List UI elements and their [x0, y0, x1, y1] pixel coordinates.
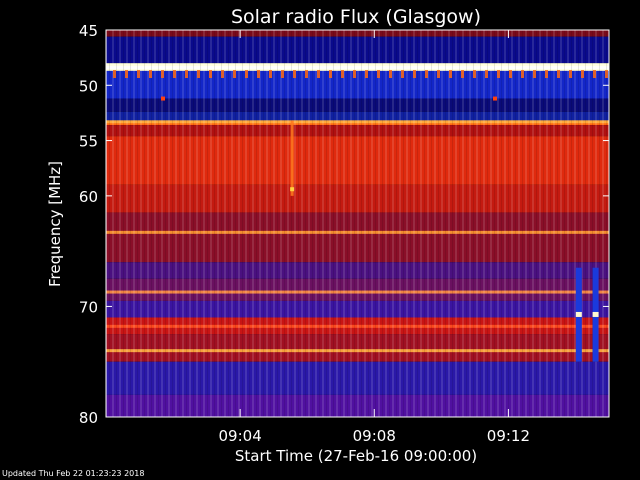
y-tick-label-5: 80 [79, 409, 98, 427]
chart-title: Solar radio Flux (Glasgow) [231, 6, 481, 28]
x-axis: 09:04 09:08 09:12 [219, 30, 530, 445]
texture-overlay [106, 30, 609, 417]
y-tick-label-2: 55 [79, 133, 98, 151]
y-axis: 45 50 55 60 70 80 [79, 22, 609, 427]
updated-timestamp: Updated Thu Feb 22 01:23:23 2018 [2, 469, 145, 478]
radio-burst [290, 120, 294, 196]
spot-51mhz-0 [161, 96, 166, 101]
x-tick-label-2: 09:12 [487, 427, 530, 445]
y-tick-label-4: 70 [79, 298, 98, 316]
interference-hotspot-1 [592, 311, 599, 317]
interference-hotspot-0 [575, 311, 582, 317]
burst-spot [290, 187, 295, 192]
y-axis-label: Frequency [MHz] [46, 161, 64, 287]
spot-51mhz-1 [492, 96, 497, 101]
x-tick-label-1: 09:08 [353, 427, 396, 445]
x-axis-label: Start Time (27-Feb-16 09:00:00) [235, 447, 477, 465]
y-tick-label-1: 50 [79, 77, 98, 95]
spectrogram-features [161, 96, 599, 362]
periodic-interference-row [106, 70, 609, 78]
y-tick-label-0: 45 [79, 22, 98, 40]
y-tick-label-3: 60 [79, 188, 98, 206]
plot-frame [105, 29, 610, 418]
x-tick-label-0: 09:04 [219, 427, 262, 445]
